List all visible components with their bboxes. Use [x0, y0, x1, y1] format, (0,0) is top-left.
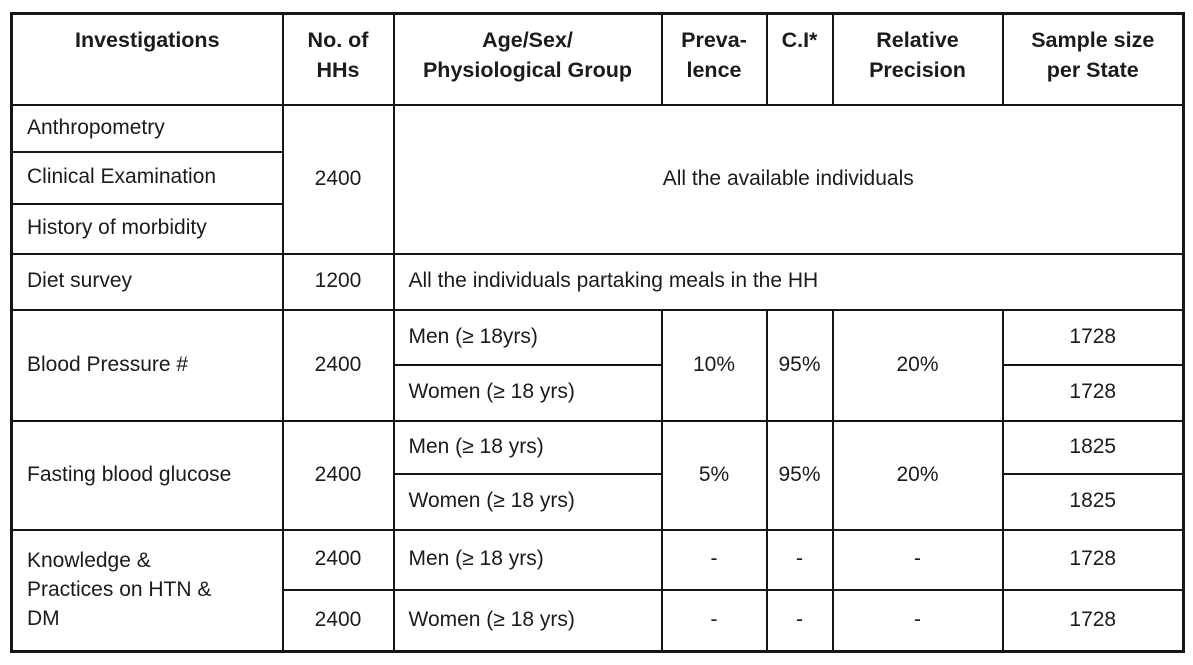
- row-history-of-morbidity: History of morbidity: [10, 202, 1184, 255]
- cell-knowledge-practices-women-prevalence: -: [660, 588, 768, 653]
- row-diet-survey: Diet survey 1200 All the individuals par…: [10, 252, 1185, 311]
- cell-knowledge-practices-women-ci: -: [765, 588, 834, 653]
- header-no-of-hhs: No. of HHs: [281, 12, 395, 106]
- cell-anthropometry: Anthropometry: [10, 103, 284, 153]
- cell-diet-survey-note: All the individuals partaking meals in t…: [392, 252, 1185, 311]
- cell-blood-pressure-men-group: Men (≥ 18yrs): [392, 308, 663, 366]
- cell-knowledge-practices: Knowledge & Practices on HTN & DM: [10, 528, 284, 653]
- cell-knowledge-practices-men-hhs: 2400: [281, 528, 395, 591]
- header-relative-precision: Relative Precision: [831, 12, 1004, 106]
- header-row: Investigations No. of HHs Age/Sex/ Physi…: [10, 12, 1185, 106]
- cell-blood-pressure-men-sample: 1728: [1001, 308, 1185, 366]
- cell-history-of-morbidity: History of morbidity: [10, 202, 284, 255]
- cell-knowledge-practices-women-group: Women (≥ 18 yrs): [392, 588, 663, 653]
- cell-diet-survey-hhs: 1200: [281, 252, 395, 311]
- cell-fasting-blood-glucose-women-group: Women (≥ 18 yrs): [392, 472, 663, 531]
- cell-blood-pressure: Blood Pressure #: [10, 308, 284, 422]
- row-anthropometry: Anthropometry 2400 All the available ind…: [10, 103, 1185, 255]
- cell-knowledge-practices-men-ci: -: [765, 528, 834, 591]
- header-ci: C.I*: [765, 12, 834, 106]
- cell-knowledge-practices-women-relative-precision: -: [831, 588, 1004, 653]
- cell-knowledge-practices-women-sample: 1728: [1001, 588, 1185, 653]
- cell-blood-pressure-women-sample: 1728: [1001, 363, 1185, 422]
- cell-knowledge-practices-men-relative-precision: -: [831, 528, 1004, 591]
- cell-fasting-blood-glucose-relative-precision: 20%: [831, 419, 1004, 531]
- cell-fasting-blood-glucose-ci: 95%: [765, 419, 834, 531]
- row-blood-pressure-women: Women (≥ 18 yrs) 1728: [12, 363, 1185, 422]
- cell-blood-pressure-hhs: 2400: [281, 308, 395, 422]
- cell-fasting-blood-glucose-women-sample: 1825: [1001, 472, 1185, 531]
- row-knowledge-practices-women: 2400 Women (≥ 18 yrs) - - - 1728: [12, 588, 1185, 653]
- cell-fasting-blood-glucose-men-group: Men (≥ 18 yrs): [392, 419, 663, 475]
- cell-clinical-examination: Clinical Examination: [10, 150, 284, 205]
- header-prevalence: Preva- lence: [660, 12, 768, 106]
- row-fasting-blood-glucose-women: Women (≥ 18 yrs) 1825: [12, 472, 1185, 531]
- cell-knowledge-practices-men-sample: 1728: [1001, 528, 1185, 591]
- cell-blood-pressure-prevalence: 10%: [660, 308, 768, 422]
- header-investigations: Investigations: [10, 12, 284, 106]
- cell-fasting-blood-glucose-prevalence: 5%: [660, 419, 768, 531]
- row-fasting-blood-glucose-men: Fasting blood glucose 2400 Men (≥ 18 yrs…: [10, 419, 1185, 531]
- cell-blood-pressure-relative-precision: 20%: [831, 308, 1004, 422]
- header-sample-size: Sample size per State: [1001, 12, 1185, 106]
- cell-diet-survey: Diet survey: [10, 252, 284, 311]
- cell-knowledge-practices-men-prevalence: -: [660, 528, 768, 591]
- row-knowledge-practices-men: Knowledge & Practices on HTN & DM 2400 M…: [10, 528, 1185, 653]
- cell-available-group-note: All the available individuals: [392, 103, 1185, 255]
- cell-fasting-blood-glucose-hhs: 2400: [281, 419, 395, 531]
- header-age-sex-group: Age/Sex/ Physiological Group: [392, 12, 663, 106]
- cell-blood-pressure-ci: 95%: [765, 308, 834, 422]
- cell-knowledge-practices-men-group: Men (≥ 18 yrs): [392, 528, 663, 591]
- investigations-sampling-table: Investigations No. of HHs Age/Sex/ Physi…: [10, 12, 1185, 653]
- cell-fasting-blood-glucose: Fasting blood glucose: [10, 419, 284, 531]
- cell-available-group-hhs: 2400: [281, 103, 395, 255]
- cell-knowledge-practices-women-hhs: 2400: [281, 588, 395, 653]
- row-blood-pressure-men: Blood Pressure # 2400 Men (≥ 18yrs) 10% …: [10, 308, 1185, 422]
- cell-fasting-blood-glucose-men-sample: 1825: [1001, 419, 1185, 475]
- cell-blood-pressure-women-group: Women (≥ 18 yrs): [392, 363, 663, 422]
- row-clinical-examination: Clinical Examination: [10, 150, 1184, 205]
